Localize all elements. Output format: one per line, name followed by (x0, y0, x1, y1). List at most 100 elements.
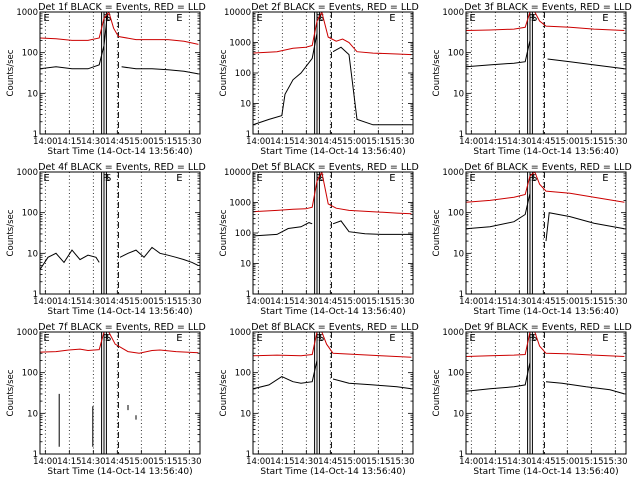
x-tick-label: 15:30 (177, 457, 202, 467)
event-marker-label: S (318, 333, 324, 344)
y-tick-label: 1000 (442, 328, 464, 338)
y-tick-label: 1000 (442, 168, 464, 178)
x-tick-label: 14:45 (318, 137, 343, 147)
event-marker-label: E (469, 173, 475, 184)
event-marker-label: E (43, 173, 49, 184)
x-tick-label: 15:30 (177, 297, 202, 307)
x-tick-label: 14:30 (81, 137, 106, 147)
x-tick-label: 14:45 (318, 297, 343, 307)
x-tick-label: 15:00 (342, 137, 367, 147)
event-marker-label: E (389, 333, 395, 344)
lld-series-line (466, 332, 625, 357)
x-tick-label: 14:15 (270, 137, 295, 147)
y-tick-label: 10 (27, 409, 38, 419)
x-tick-label: 15:30 (390, 137, 415, 147)
event-marker-label: E (389, 13, 395, 24)
y-tick-label: 10 (240, 100, 251, 110)
y-tick-label: 10 (453, 409, 464, 419)
y-tick-label: 10000 (224, 8, 251, 18)
x-tick-label: 15:15 (366, 297, 391, 307)
event-marker-label: S (318, 173, 324, 184)
y-axis-label: Counts/sec (432, 369, 442, 416)
y-tick-label: 1 (459, 450, 464, 460)
x-axis-label: Start Time (14-Oct-14 13:56:40) (473, 467, 618, 477)
x-tick-label: 15:15 (153, 137, 178, 147)
event-marker-label: E (256, 173, 262, 184)
y-tick-label: 1 (33, 130, 38, 140)
events-series-line (58, 393, 137, 447)
x-tick-label: 14:30 (294, 457, 319, 467)
x-tick-label: 15:30 (177, 137, 202, 147)
event-marker-label: S (531, 13, 537, 24)
x-axis-label: Start Time (14-Oct-14 13:56:40) (260, 147, 405, 157)
y-tick-label: 1 (246, 130, 251, 140)
x-tick-label: 14:45 (105, 137, 130, 147)
y-tick-label: 1000 (16, 328, 38, 338)
x-tick-label: 15:15 (579, 457, 604, 467)
y-axis-label: Counts/sec (6, 49, 16, 96)
x-tick-label: 14:00 (246, 297, 271, 307)
event-marker-label: E (602, 173, 608, 184)
x-tick-label: 14:00 (459, 297, 484, 307)
y-tick-label: 1 (459, 290, 464, 300)
event-marker-label: E (43, 333, 49, 344)
y-tick-label: 1000 (229, 39, 251, 49)
x-tick-label: 15:15 (153, 297, 178, 307)
y-axis-label: Counts/sec (219, 209, 229, 256)
plot-frame (252, 11, 414, 135)
x-tick-label: 15:30 (603, 297, 628, 307)
panel-title: Det 1f BLACK = Events, RED = LLD (38, 2, 206, 13)
plot-frame (465, 331, 627, 455)
panel-title: Det 7f BLACK = Events, RED = LLD (38, 322, 206, 333)
plot-frame (252, 331, 414, 455)
events-series-line (466, 193, 625, 242)
x-tick-label: 15:15 (366, 457, 391, 467)
lld-series-line (40, 12, 199, 45)
y-axis-label: Counts/sec (432, 49, 442, 96)
event-marker-label: E (469, 333, 475, 344)
x-tick-label: 15:00 (129, 297, 154, 307)
events-series-line (253, 220, 412, 237)
event-marker-label: E (176, 173, 182, 184)
y-tick-label: 1000 (229, 199, 251, 209)
y-tick-label: 10 (240, 409, 251, 419)
lld-series-line (466, 12, 625, 31)
y-tick-label: 1 (459, 130, 464, 140)
lld-series-line (253, 332, 412, 358)
event-marker-label: E (602, 333, 608, 344)
event-marker-label: S (105, 13, 111, 24)
y-axis-label: Counts/sec (6, 209, 16, 256)
x-tick-label: 14:30 (81, 297, 106, 307)
y-tick-label: 1000 (442, 8, 464, 18)
x-tick-label: 14:30 (507, 457, 532, 467)
lld-series-line (253, 172, 412, 215)
panel-title: Det 5f BLACK = Events, RED = LLD (251, 162, 419, 173)
x-tick-label: 14:15 (270, 457, 295, 467)
x-tick-label: 14:00 (33, 137, 58, 147)
events-series-line (253, 360, 412, 390)
y-tick-label: 1 (33, 290, 38, 300)
detector-panel: Det 5f BLACK = Events, RED = LLDRSEE1101… (219, 162, 419, 317)
plot-frame (39, 11, 201, 135)
x-tick-label: 15:00 (555, 297, 580, 307)
y-tick-label: 10 (240, 260, 251, 270)
x-tick-label: 15:15 (579, 137, 604, 147)
y-tick-label: 1 (246, 290, 251, 300)
x-axis-label: Start Time (14-Oct-14 13:56:40) (260, 307, 405, 317)
x-tick-label: 14:15 (57, 457, 82, 467)
detector-panel: Det 9f BLACK = Events, RED = LLDRSEE1101… (432, 322, 632, 477)
y-axis-label: Counts/sec (6, 369, 16, 416)
x-tick-label: 15:30 (390, 457, 415, 467)
y-tick-label: 1 (33, 450, 38, 460)
y-axis-label: Counts/sec (432, 209, 442, 256)
x-tick-label: 15:30 (603, 457, 628, 467)
x-tick-label: 14:15 (483, 457, 508, 467)
panel-title: Det 9f BLACK = Events, RED = LLD (464, 322, 632, 333)
event-marker-label: S (531, 173, 537, 184)
x-tick-label: 14:15 (270, 297, 295, 307)
event-marker-label: S (105, 333, 111, 344)
y-axis-label: Counts/sec (219, 49, 229, 96)
x-tick-label: 14:15 (57, 297, 82, 307)
y-tick-label: 100 (22, 369, 38, 379)
